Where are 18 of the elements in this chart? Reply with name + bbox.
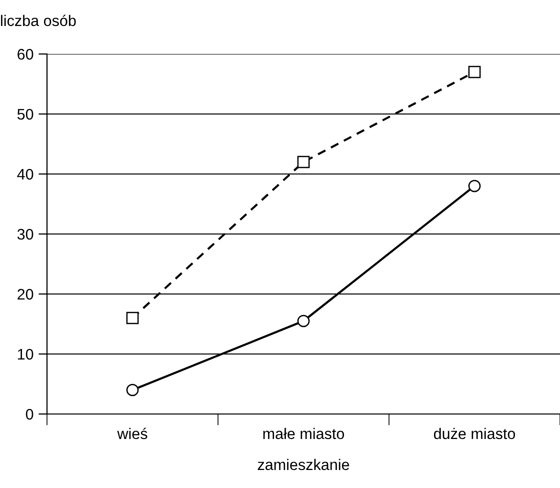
y-tick-label: 60 [18, 48, 34, 60]
y-tick-label: 0 [26, 408, 34, 420]
point [468, 180, 481, 192]
point [468, 66, 481, 78]
x-axis-title: zamieszkanie [258, 458, 350, 470]
x-tick-label: wieś [117, 428, 148, 440]
x-tick-label: małe miasto [263, 428, 344, 440]
point [126, 312, 139, 324]
y-tick-label: 50 [17, 108, 34, 120]
y-tick-label: 20 [18, 288, 34, 300]
y-axis-title: liczba osób [1, 14, 76, 26]
point [297, 156, 310, 168]
y-tick-label: 40 [17, 168, 34, 180]
point [126, 384, 139, 396]
x-tick-label: duże miasto [434, 428, 516, 440]
y-tick-label: 30 [17, 228, 34, 240]
y-tick-label: 10 [18, 348, 34, 360]
point [297, 314, 310, 328]
